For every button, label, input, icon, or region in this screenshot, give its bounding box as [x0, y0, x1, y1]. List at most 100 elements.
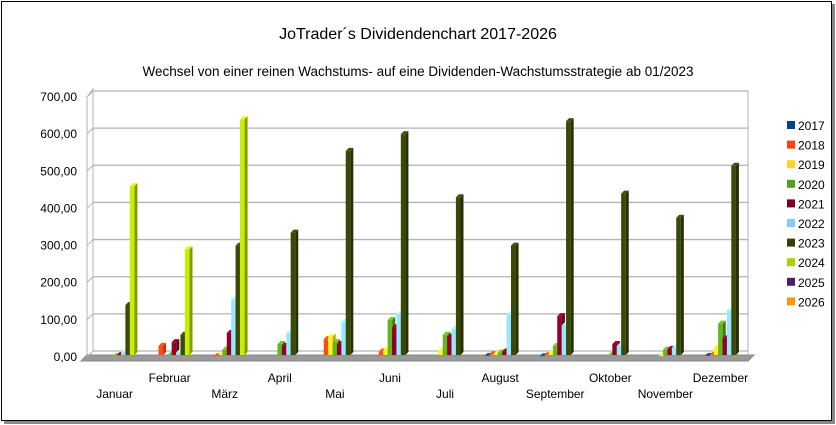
- legend-swatch: [787, 160, 795, 169]
- bar-front: [239, 119, 245, 356]
- bar-front: [378, 351, 384, 355]
- bar-front: [158, 345, 164, 355]
- bar-top: [328, 333, 336, 337]
- bar-front: [392, 327, 397, 355]
- bar-2023-November: [676, 214, 684, 355]
- x-tick-label: Dezember: [693, 371, 748, 385]
- bar-side: [189, 246, 193, 355]
- y-tick-label: 0,00: [54, 350, 78, 364]
- bar-top: [290, 229, 299, 233]
- legend-label: 2020: [798, 178, 825, 192]
- x-tick-label: Juni: [379, 371, 401, 385]
- bar-front: [671, 347, 677, 355]
- bar-front: [281, 345, 287, 355]
- bar-top: [442, 331, 451, 335]
- legend-swatch: [787, 258, 795, 267]
- legend-swatch: [787, 277, 795, 286]
- legend-label: 2026: [798, 295, 825, 309]
- chart-floor: [79, 354, 756, 362]
- bar-front: [323, 339, 329, 355]
- bar-side: [735, 162, 739, 355]
- bar-top: [557, 313, 565, 317]
- bar-front: [713, 347, 719, 355]
- x-tick-label: Juli: [436, 387, 454, 401]
- bar-front: [180, 334, 186, 355]
- bar-2023-April: [290, 229, 299, 355]
- bar-2024-März: [239, 116, 248, 356]
- gridline-depth: [86, 350, 94, 358]
- bar-top: [566, 118, 574, 122]
- bar-front: [226, 332, 232, 355]
- bar-side: [295, 229, 299, 355]
- bar-top: [184, 246, 193, 250]
- bar-front: [621, 193, 626, 355]
- bar-top: [676, 214, 684, 218]
- bar-2023-Juli: [455, 194, 464, 355]
- bar-2024-Januar: [129, 183, 138, 355]
- bar-front: [277, 344, 283, 355]
- bar-2023-Mai: [345, 147, 354, 355]
- bar-side: [134, 183, 138, 355]
- bar-top: [455, 194, 464, 198]
- legend-label: 2022: [798, 217, 825, 231]
- gridline-depth: [86, 239, 94, 246]
- bar-2023-Oktober: [621, 190, 629, 355]
- bar-top: [663, 346, 671, 350]
- bar-side: [405, 131, 409, 355]
- y-tick-label: 400,00: [40, 201, 77, 215]
- bar-front: [231, 299, 236, 355]
- bar-front: [125, 305, 130, 355]
- bar-front: [493, 354, 498, 355]
- chart-subtitle: Wechsel von einer reinen Wachstums- auf …: [142, 64, 693, 79]
- legend-item-2018: 2018: [787, 139, 825, 153]
- bar-front: [290, 232, 296, 355]
- bar-2023-September: [566, 118, 574, 356]
- legend-label: 2019: [798, 158, 825, 172]
- bar-front: [222, 349, 227, 355]
- bar-top: [345, 147, 354, 151]
- bar-front: [438, 350, 443, 355]
- bar-front: [722, 338, 728, 355]
- legend-label: 2021: [798, 197, 825, 211]
- bar-top: [400, 131, 409, 135]
- legend-swatch: [787, 199, 795, 208]
- x-tick-label: März: [211, 387, 238, 401]
- legend-swatch: [787, 219, 795, 227]
- bar-top: [387, 316, 396, 320]
- bar-2023-Dezember: [731, 162, 739, 355]
- bar-top: [704, 352, 713, 356]
- chart-title: JoTrader´s Dividendenchart 2017-2026: [279, 26, 557, 43]
- bar-front: [667, 348, 673, 355]
- bar-front: [341, 321, 346, 355]
- bar-top: [129, 183, 138, 187]
- gridline-depth: [86, 313, 94, 321]
- bar-front: [676, 217, 681, 355]
- bar-front: [286, 332, 291, 355]
- bar-top: [171, 339, 180, 343]
- y-tick-label: 600,00: [40, 127, 77, 141]
- x-tick-label: September: [526, 387, 585, 401]
- bar-front: [488, 354, 494, 355]
- bar-2023-Juni: [400, 131, 409, 355]
- legend-label: 2025: [798, 276, 825, 290]
- bar-front: [235, 245, 241, 355]
- x-tick-label: November: [638, 387, 693, 401]
- bar-side: [625, 190, 629, 355]
- legend-item-2023: 2023: [787, 237, 825, 251]
- bar-side: [680, 214, 684, 355]
- bar-top: [612, 341, 620, 344]
- y-tick-label: 300,00: [40, 239, 77, 253]
- bar-side: [350, 147, 354, 355]
- bar-front: [129, 186, 135, 355]
- bar-front: [506, 314, 512, 355]
- x-tick-label: Februar: [149, 371, 191, 385]
- bar-top: [510, 242, 519, 246]
- legend-swatch: [787, 238, 795, 247]
- legend-item-2019: 2019: [787, 158, 825, 172]
- legend-item-2020: 2020: [787, 178, 825, 192]
- bar-side: [460, 194, 464, 355]
- y-tick-label: 700,00: [40, 90, 77, 104]
- bar-front: [387, 319, 393, 355]
- bar-front: [451, 329, 457, 355]
- bar-front: [345, 150, 351, 355]
